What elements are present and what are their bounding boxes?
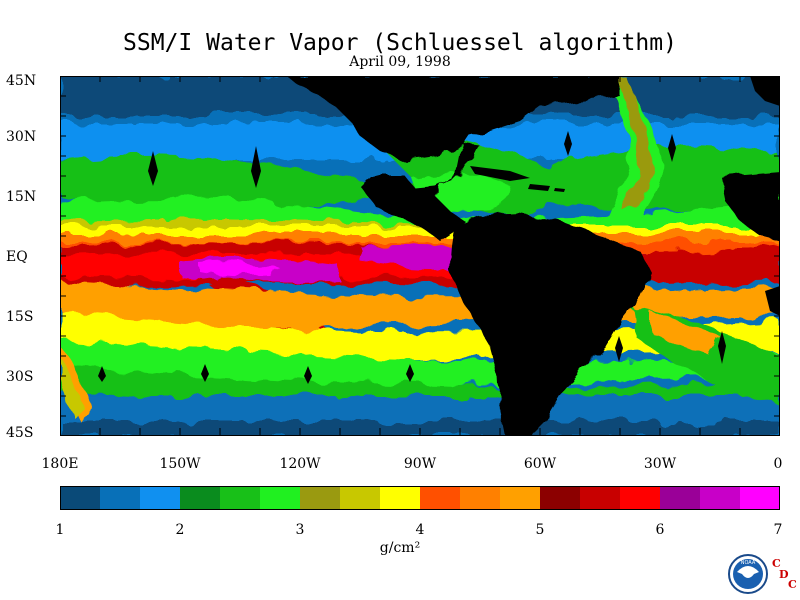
map-date: April 09, 1998 [349, 54, 451, 70]
lon-label-120w: 120W [279, 456, 321, 472]
lat-label-15s: 15S [6, 309, 34, 325]
cdc-letter-c2: C [788, 578, 797, 591]
lat-label-30s: 30S [6, 369, 34, 385]
colorbar-swatch [60, 486, 101, 510]
colorbar-label-5: 5 [535, 522, 545, 538]
colorbar-swatch [620, 486, 661, 510]
lon-label-180e: 180E [41, 456, 79, 472]
lon-label-60w: 60W [523, 456, 557, 472]
colorbar-units: g/cm² [379, 540, 421, 556]
colorbar-swatch [500, 486, 541, 510]
cdc-letter-d: D [779, 568, 789, 581]
colorbar-swatch [140, 486, 181, 510]
colorbar [60, 486, 780, 510]
colorbar-swatch [700, 486, 741, 510]
colorbar-swatch [100, 486, 141, 510]
colorbar-label-7: 7 [773, 522, 783, 538]
lon-label-90w: 90W [403, 456, 437, 472]
colorbar-swatch [660, 486, 701, 510]
lat-label-45n: 45N [6, 73, 37, 89]
colorbar-swatch [220, 486, 261, 510]
cdc-letter-c1: C [772, 557, 781, 570]
colorbar-label-6: 6 [655, 522, 665, 538]
noaa-text: NOAA [741, 560, 756, 566]
water-vapor-map [60, 76, 780, 436]
colorbar-swatch [340, 486, 381, 510]
colorbar-swatch [580, 486, 621, 510]
noaa-cdc-logo: NOAA C D C [728, 554, 797, 594]
colorbar-swatch [180, 486, 221, 510]
colorbar-swatch [460, 486, 501, 510]
lat-label-30n: 30N [6, 129, 37, 145]
noaa-bird-icon [737, 566, 759, 578]
colorbar-label-3: 3 [295, 522, 305, 538]
colorbar-label-4: 4 [415, 522, 425, 538]
colorbar-swatch [300, 486, 341, 510]
lon-label-150w: 150W [159, 456, 201, 472]
map-title: SSM/I Water Vapor (Schluessel algorithm) [123, 30, 677, 56]
land-masses [98, 76, 780, 436]
colorbar-swatch [260, 486, 301, 510]
colorbar-swatch [540, 486, 581, 510]
lon-label-30w: 30W [643, 456, 677, 472]
colorbar-label-1: 1 [55, 522, 65, 538]
colorbar-swatch [380, 486, 421, 510]
lon-label-0: 0 [773, 456, 783, 472]
colorbar-label-2: 2 [175, 522, 185, 538]
map-ticks [60, 76, 780, 436]
colorbar-swatch [740, 486, 780, 510]
lat-label-45s: 45S [6, 425, 34, 441]
lat-label-15n: 15N [6, 189, 37, 205]
lat-label-eq: EQ [6, 249, 28, 265]
colorbar-swatch [420, 486, 461, 510]
